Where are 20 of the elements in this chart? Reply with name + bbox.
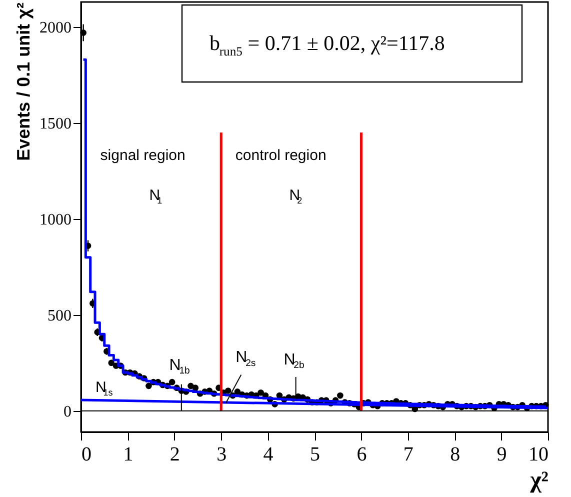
annotation: signal region: [100, 147, 186, 164]
y-tick-label: 2000: [40, 19, 72, 36]
x-axis-title: χ²: [529, 468, 548, 494]
x-tick-label: 3: [216, 444, 227, 466]
annotation: control region: [235, 147, 326, 164]
x-tick-label: 1: [123, 444, 134, 466]
y-tick-label: 500: [48, 307, 72, 324]
y-tick-label: 0: [64, 403, 72, 420]
y-axis-title: Events / 0.1 unit χ²: [14, 2, 34, 161]
x-tick-label: 7: [403, 444, 414, 466]
x-tick-label: 8: [450, 444, 460, 466]
x-tick-label: 9: [496, 444, 507, 466]
x-tick-label: 2: [170, 444, 180, 466]
x-tick-label: 6: [356, 444, 367, 466]
x-tick-label: 4: [263, 444, 274, 466]
y-tick-label: 1000: [40, 211, 72, 228]
y-tick-label: 1500: [40, 115, 72, 132]
x-tick-label: 0: [82, 444, 92, 466]
x-tick-label: 5: [310, 444, 320, 466]
x-tick-label: 10: [528, 444, 548, 466]
